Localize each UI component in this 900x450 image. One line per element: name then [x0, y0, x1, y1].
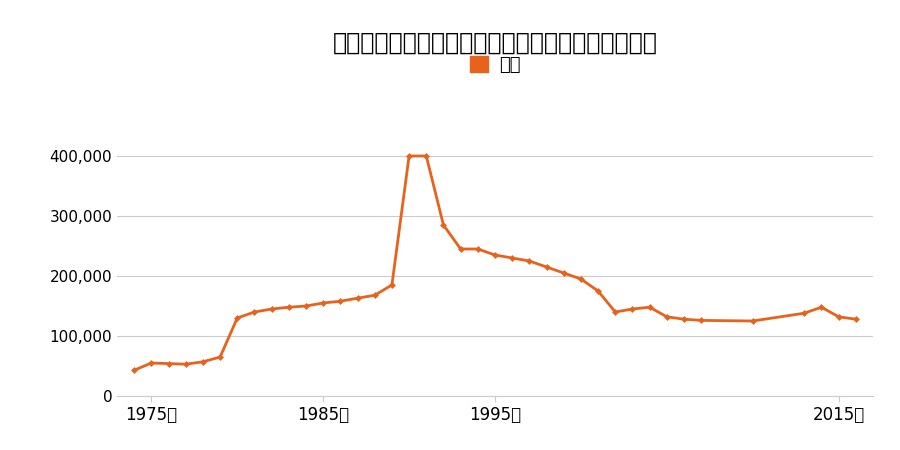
Title: 大阪府枚方市三栗１丁目１５５６番２３の地価推移: 大阪府枚方市三栗１丁目１５５６番２３の地価推移: [333, 31, 657, 54]
Legend: 価格: 価格: [463, 49, 527, 81]
